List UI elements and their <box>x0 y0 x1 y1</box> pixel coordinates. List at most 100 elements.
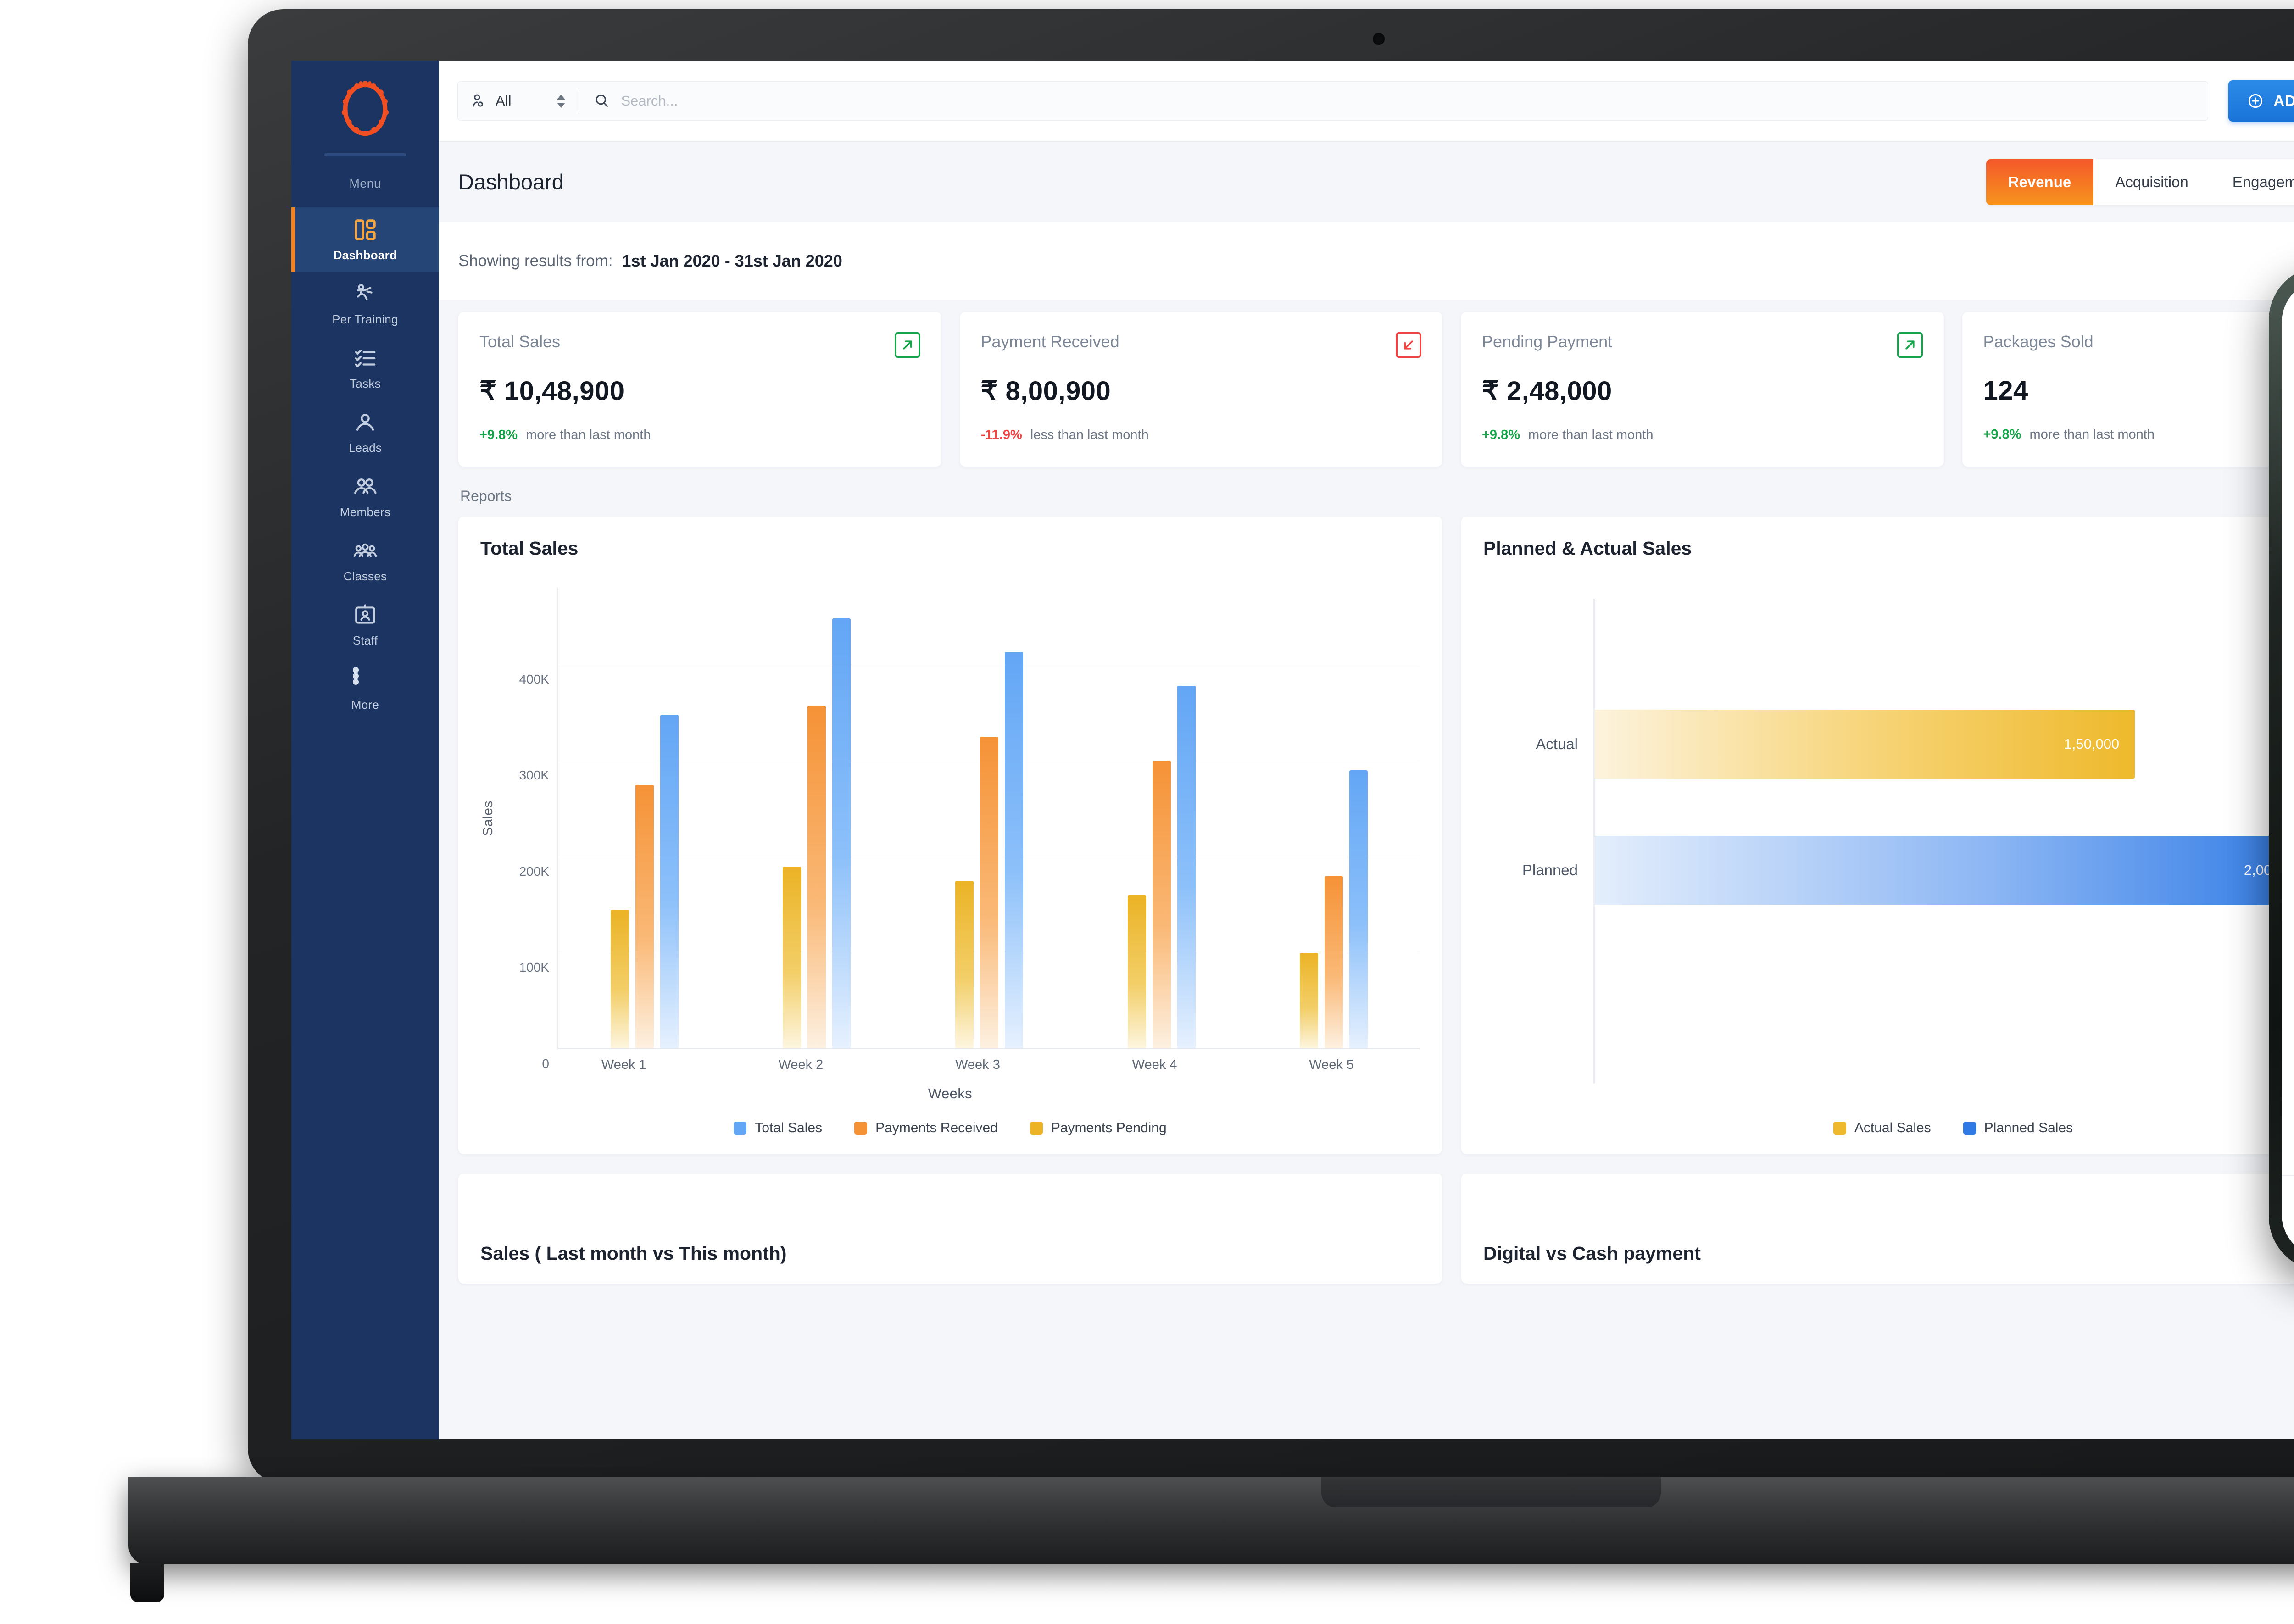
chart-legend: Actual Sales Planned Sales <box>1483 1120 2294 1136</box>
kpi-note: more than last month <box>1528 428 1654 442</box>
tab-revenue[interactable]: Revenue <box>1986 159 2094 205</box>
sidebar-item-members[interactable]: Members <box>291 464 439 528</box>
bar-total <box>1349 770 1368 1049</box>
phone-tabbar: Schedule Members <box>2282 1175 2294 1258</box>
sidebar-item-label: Per Training <box>332 312 398 326</box>
chart-title: Total Sales <box>480 538 579 559</box>
legend-label: Actual Sales <box>1854 1120 1931 1135</box>
brand-logo-icon <box>333 77 397 141</box>
bar-received <box>635 784 654 1049</box>
sidebar-menu-caption: Menu <box>349 177 381 190</box>
bar-pending <box>1300 953 1319 1049</box>
y-axis-ticks: 0 100K 200K 300K 400K <box>502 588 557 1071</box>
y-axis-label: Sales <box>480 801 496 836</box>
kpi-title: Payment Received <box>980 332 1119 351</box>
legend-swatch <box>734 1122 747 1135</box>
sidebar-item-label: Staff <box>352 634 378 647</box>
legend-swatch <box>1030 1122 1043 1135</box>
bar-value-label: 1,50,000 <box>2064 736 2120 752</box>
x-axis-ticks: Week 1 Week 2 Week 3 Week 4 Week 5 <box>480 1057 1420 1073</box>
bar-group <box>1247 588 1420 1049</box>
sidebar-item-leads[interactable]: Leads <box>291 400 439 464</box>
entity-filter-value: All <box>496 93 512 109</box>
sidebar-item-per-training[interactable]: Per Training <box>291 272 439 336</box>
arrow-up-right-icon <box>894 332 920 358</box>
legend-item[interactable]: Actual Sales <box>1833 1120 1931 1136</box>
legend-item[interactable]: Planned Sales <box>1963 1120 2073 1136</box>
bottom-chart-row: Sales ( Last month vs This month) Digita… <box>458 1174 2294 1284</box>
phone-mockup: My Members Aditya BirlaPackage Info06 Mo… <box>2269 266 2294 1271</box>
search-input[interactable] <box>621 93 2196 109</box>
member-list: Aditya BirlaPackage Info06 Months Member… <box>2282 407 2294 1175</box>
sidebar-item-label: Members <box>340 505 391 519</box>
entity-filter[interactable]: All <box>470 92 523 110</box>
kpi-row: Total Sales ₹ 10,48,900 +9.8% more than … <box>458 312 2294 467</box>
sidebar-item-dashboard[interactable]: Dashboard <box>291 207 439 272</box>
legend-item[interactable]: Payments Pending <box>1030 1120 1167 1136</box>
top-toolbar: All <box>439 61 2294 141</box>
category-label: Actual <box>1536 735 1578 753</box>
legend-item[interactable]: Total Sales <box>734 1120 822 1136</box>
category-labels: Actual Planned <box>1483 599 1593 1084</box>
kpi-title: Packages Sold <box>1983 332 2094 351</box>
chevron-up-icon <box>557 94 566 100</box>
sidebar-item-label: Dashboard <box>333 248 397 262</box>
legend-item[interactable]: Payments Received <box>854 1120 998 1136</box>
kpi-note: less than last month <box>1030 428 1149 442</box>
tab-engagement[interactable]: Engagement <box>2232 173 2294 190</box>
legend-label: Planned Sales <box>1984 1120 2073 1135</box>
kpi-card-pending-payment: Pending Payment ₹ 2,48,000 +9.8% more th… <box>1461 312 1944 467</box>
y-axis-tick: 200K <box>519 864 549 879</box>
bar-groups <box>558 588 1420 1049</box>
sidebar-item-classes[interactable]: Classes <box>291 528 439 593</box>
tab-acquisition[interactable]: Acquisition <box>2115 173 2188 190</box>
x-axis-tick: Week 1 <box>601 1057 646 1072</box>
person-filter-icon <box>470 92 487 110</box>
laptop-camera <box>1373 33 1385 45</box>
add-button[interactable]: ADD <box>2228 80 2294 122</box>
phone-header: My Members <box>2282 312 2294 344</box>
bar-received <box>807 706 826 1049</box>
legend-label: Payments Received <box>875 1120 998 1135</box>
y-axis-tick: 300K <box>519 768 549 783</box>
app-main: All <box>439 61 2294 1439</box>
bar-group <box>903 588 1075 1049</box>
tasks-icon <box>353 346 378 371</box>
sidebar-item-more[interactable]: More <box>291 657 439 721</box>
staff-icon <box>353 603 378 628</box>
x-axis-tick: Week 5 <box>1309 1057 1354 1072</box>
y-axis-tick: 400K <box>519 672 549 686</box>
bar-total <box>660 714 679 1049</box>
kpi-delta: +9.8% <box>1482 428 1520 442</box>
bar-total <box>1004 652 1023 1049</box>
bar-chart-plot: Sales 0 100K 200K 300K 400K <box>480 588 1420 1071</box>
search-icon <box>593 92 611 110</box>
kpi-card-packages-sold: Packages Sold 124 +9.8% more than last m… <box>1962 312 2294 467</box>
kpi-value: ₹ 10,48,900 <box>479 376 625 406</box>
y-axis-tick: 100K <box>519 960 549 975</box>
legend-swatch <box>1963 1122 1976 1135</box>
bar-pending <box>1127 895 1146 1049</box>
chart-title: Digital vs Cash payment <box>1483 1243 1701 1264</box>
hbar-chart-plot: Actual Planned 1,50,000 2,00,000 <box>1483 599 2294 1102</box>
hbar-planned: 2,00,000 <box>1595 835 2294 905</box>
sidebar-item-label: Tasks <box>350 377 381 390</box>
entity-filter-stepper[interactable] <box>557 94 566 108</box>
bar-group <box>558 588 731 1049</box>
dashboard-tabs: Revenue Acquisition Engagement Analytics <box>1986 159 2294 205</box>
sidebar-item-staff[interactable]: Staff <box>291 593 439 657</box>
bar-group <box>1075 588 1248 1049</box>
laptop-base-notch <box>1321 1477 1661 1507</box>
phone-screen: My Members Aditya BirlaPackage Info06 Mo… <box>2282 279 2294 1258</box>
chart-row: Total Sales Sales 0 100K 200K 300K 400K Week… <box>458 517 2294 1154</box>
sidebar-item-tasks[interactable]: Tasks <box>291 336 439 400</box>
bar-total <box>832 618 851 1049</box>
kpi-card-payment-received: Payment Received ₹ 8,00,900 -11.9% less … <box>959 312 1442 467</box>
results-filter-bar: Showing results from: 1st Jan 2020 - 31s… <box>439 222 2294 300</box>
add-button-label: ADD <box>2273 92 2294 109</box>
training-icon <box>353 282 378 306</box>
laptop-mockup: Menu Dashboard <box>128 9 2294 1602</box>
kpi-value: ₹ 8,00,900 <box>980 376 1111 406</box>
sidebar-item-label: Leads <box>348 441 382 455</box>
laptop-foot-left <box>130 1563 164 1602</box>
